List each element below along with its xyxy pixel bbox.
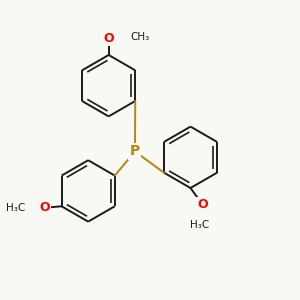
Text: H₃C: H₃C xyxy=(6,203,26,213)
Text: H₃C: H₃C xyxy=(190,220,209,230)
Text: O: O xyxy=(197,198,208,211)
Text: O: O xyxy=(39,201,50,214)
Text: O: O xyxy=(103,32,114,44)
Text: CH₃: CH₃ xyxy=(130,32,150,42)
Text: P: P xyxy=(130,145,140,158)
